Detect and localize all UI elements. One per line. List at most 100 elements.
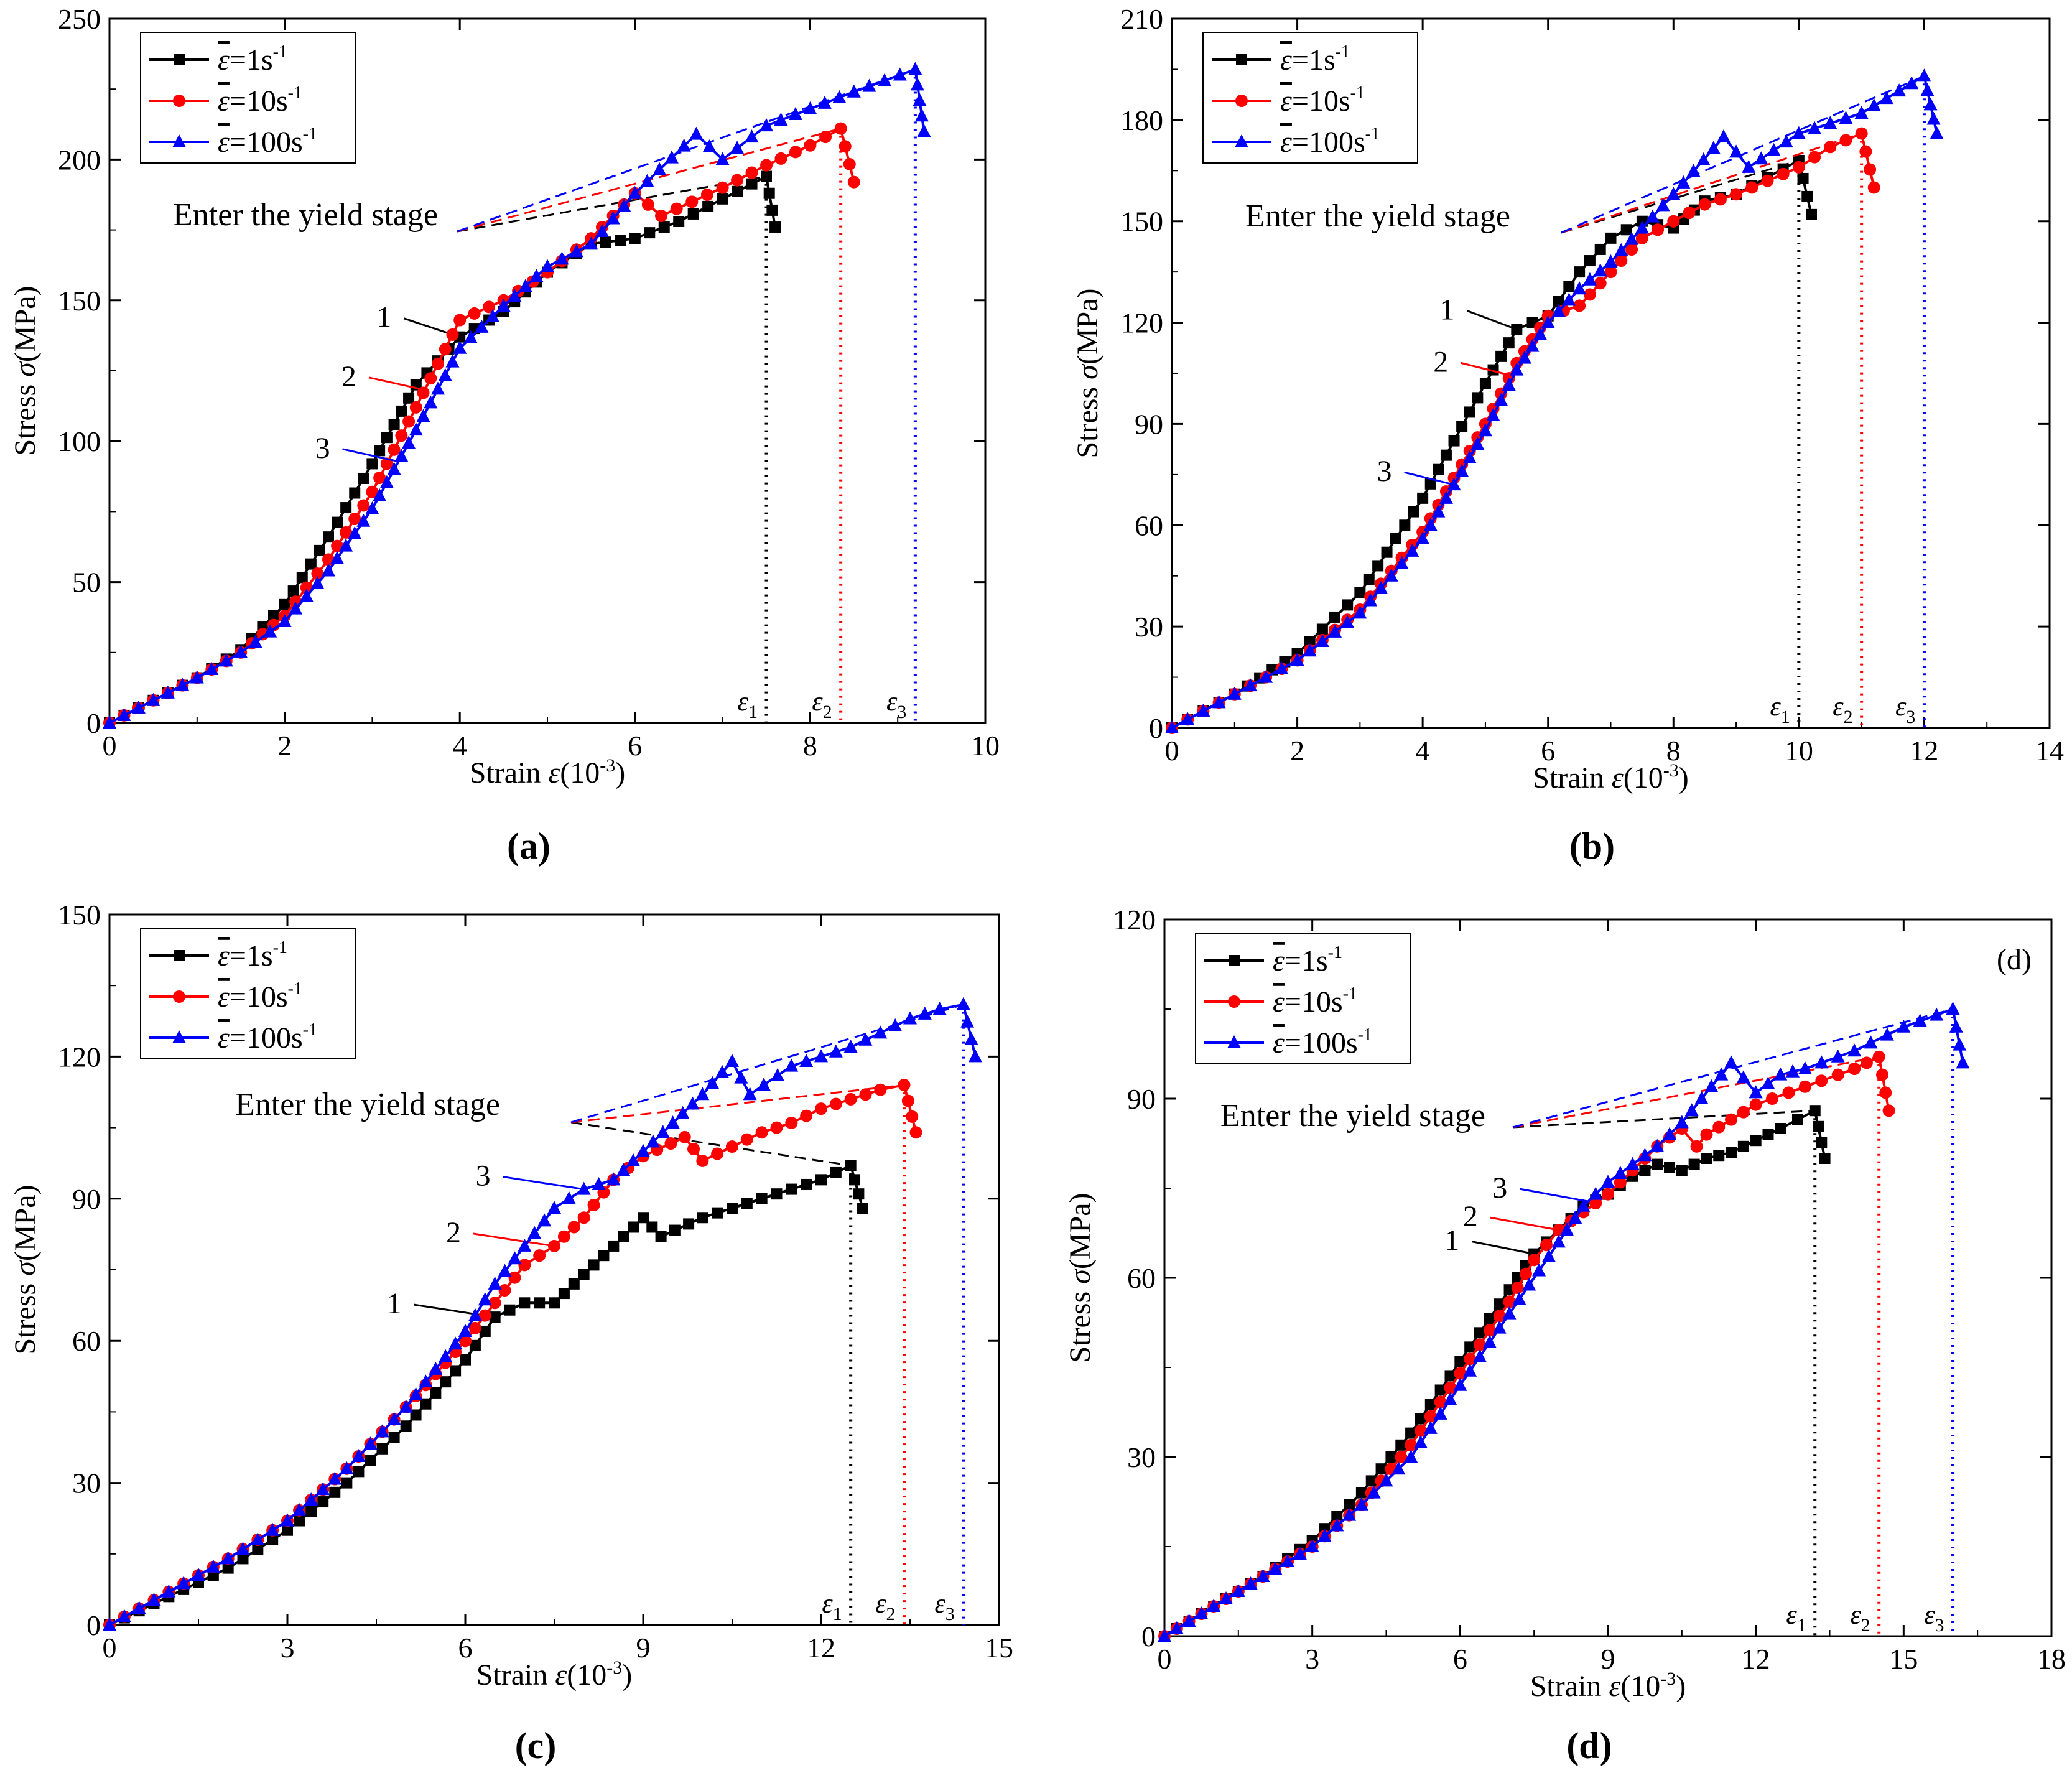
data-point	[1256, 1569, 1270, 1582]
data-point	[478, 1309, 491, 1322]
data-point	[1305, 1539, 1319, 1552]
y-axis-label-part: Stress	[1064, 1284, 1097, 1363]
legend-entry: ε=1s-1	[1280, 42, 1350, 77]
data-point	[1638, 1148, 1652, 1162]
data-point	[340, 526, 353, 539]
data-point	[1512, 1292, 1526, 1305]
data-point	[814, 1049, 828, 1063]
data-point	[1930, 126, 1944, 139]
data-point	[606, 1172, 621, 1186]
series-3: ε33	[103, 62, 931, 729]
data-point	[381, 432, 393, 444]
data-point	[268, 610, 279, 621]
data-point	[1824, 141, 1837, 154]
data-point	[803, 101, 817, 114]
data-point	[626, 1153, 641, 1166]
data-point	[712, 1207, 723, 1219]
data-point	[774, 113, 788, 126]
curve-leader-line	[1466, 310, 1517, 330]
data-point	[533, 1249, 546, 1262]
data-point	[1495, 350, 1507, 362]
y-tick-label: 120	[1113, 904, 1156, 936]
x-tick-label: 0	[1158, 1643, 1172, 1675]
yield-dashed-leader	[457, 68, 916, 233]
x-tick-label: 14	[2035, 735, 2064, 766]
legend-entry: ε=100s-1	[1280, 124, 1380, 159]
data-point	[1650, 1138, 1665, 1152]
data-point	[379, 475, 394, 488]
data-point	[486, 309, 499, 322]
legend-swatch-marker	[174, 54, 185, 65]
data-point	[1568, 1211, 1582, 1224]
legend-label: =100s	[230, 126, 303, 159]
data-point	[600, 236, 611, 248]
data-point	[567, 1221, 580, 1234]
data-point	[1798, 1061, 1812, 1074]
series-line	[1163, 1054, 1890, 1637]
data-point	[403, 392, 415, 404]
data-point	[655, 209, 668, 222]
x-axis-label-part: ε	[1612, 761, 1624, 794]
data-point	[328, 1471, 342, 1485]
legend-exponent: -1	[1336, 42, 1350, 62]
data-point	[656, 1125, 670, 1138]
data-point	[1663, 1127, 1677, 1140]
data-point	[132, 1601, 146, 1614]
data-point	[1946, 1002, 1960, 1015]
data-point	[1730, 188, 1743, 201]
data-point	[317, 1496, 329, 1508]
data-point	[448, 1336, 463, 1350]
data-point	[1854, 106, 1869, 119]
data-point	[1625, 1157, 1640, 1170]
legend-symbol: ε	[1280, 126, 1292, 159]
data-point	[1553, 296, 1564, 307]
data-point	[770, 1121, 783, 1134]
data-point	[177, 1576, 191, 1590]
data-point	[1880, 1027, 1894, 1041]
data-point	[960, 1014, 975, 1028]
data-point	[1605, 232, 1617, 244]
data-point	[322, 563, 335, 577]
data-point	[1375, 1463, 1387, 1475]
data-point	[1819, 1153, 1831, 1164]
data-point	[917, 124, 931, 137]
data-point	[498, 1264, 512, 1277]
data-point	[956, 997, 970, 1010]
data-point	[628, 185, 642, 199]
legend-symbol: ε	[218, 939, 230, 972]
data-point	[439, 1349, 453, 1362]
data-point	[192, 1568, 205, 1581]
data-point	[829, 1044, 843, 1058]
curve-leader-line	[1460, 361, 1511, 376]
data-point	[716, 181, 729, 194]
data-point	[636, 1143, 650, 1157]
data-point	[598, 1250, 610, 1262]
legend-swatch-marker	[1236, 54, 1247, 65]
data-point	[1700, 1128, 1713, 1141]
data-point	[518, 279, 532, 292]
data-point	[376, 1443, 388, 1455]
y-tick-label: 90	[72, 1183, 101, 1215]
data-point	[618, 1231, 629, 1242]
data-point	[1745, 181, 1758, 194]
x-tick-label: 0	[103, 1632, 117, 1664]
data-point	[453, 340, 467, 354]
data-point	[1813, 1120, 1824, 1132]
fracture-label: ε3	[934, 1588, 954, 1624]
data-point	[1528, 1254, 1541, 1267]
data-point	[595, 223, 609, 237]
data-point	[475, 319, 489, 333]
legend-label: =10s	[230, 980, 288, 1013]
data-point	[1797, 172, 1809, 184]
series-3: ε33	[1165, 68, 1944, 733]
data-point	[1876, 1068, 1889, 1081]
curve-number-label: 1	[1439, 293, 1454, 326]
data-point	[685, 195, 699, 208]
data-point	[1532, 1263, 1546, 1277]
curve-leader-line	[1404, 471, 1454, 486]
y-tick-label: 60	[1135, 510, 1163, 541]
legend-swatch-marker	[1229, 955, 1240, 966]
data-point	[683, 1218, 695, 1230]
data-point	[1713, 1150, 1725, 1162]
